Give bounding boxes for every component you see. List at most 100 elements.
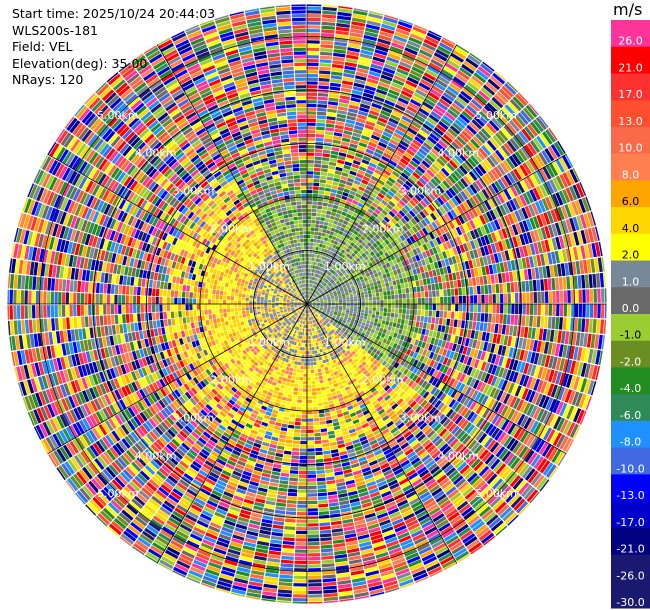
velocity-gate	[310, 287, 313, 292]
velocity-gate	[511, 224, 519, 236]
velocity-gate	[330, 211, 337, 217]
velocity-gate	[529, 174, 539, 187]
velocity-gate	[321, 33, 335, 38]
velocity-gate	[386, 272, 391, 278]
velocity-gate	[336, 163, 344, 168]
velocity-gate	[353, 249, 359, 255]
velocity-gate	[563, 304, 568, 317]
velocity-gate	[414, 194, 422, 202]
velocity-gate	[412, 171, 421, 180]
velocity-gate	[451, 157, 461, 167]
velocity-gate	[312, 246, 316, 250]
velocity-gate	[334, 216, 340, 222]
velocity-gate	[349, 296, 354, 300]
velocity-gate	[442, 318, 447, 326]
velocity-gate	[485, 304, 489, 313]
velocity-gate	[341, 291, 345, 295]
velocity-gate	[384, 128, 394, 135]
velocity-gate	[410, 69, 423, 78]
velocity-gate	[491, 284, 496, 294]
velocity-gate	[279, 570, 293, 575]
velocity-gate	[323, 298, 327, 301]
velocity-gate	[415, 231, 422, 239]
velocity-gate	[406, 293, 410, 299]
velocity-gate	[579, 260, 585, 274]
velocity-gate	[520, 146, 531, 160]
velocity-gate	[370, 214, 376, 221]
velocity-gate	[308, 553, 321, 557]
velocity-gate	[394, 308, 399, 314]
velocity-gate	[329, 158, 338, 163]
velocity-gate	[351, 233, 357, 239]
velocity-gate	[420, 145, 430, 154]
velocity-gate	[325, 472, 335, 477]
velocity-gate	[380, 296, 384, 300]
velocity-gate	[451, 141, 462, 151]
velocity-gate	[305, 321, 307, 325]
velocity-gate	[359, 289, 364, 293]
velocity-gate	[307, 171, 314, 175]
velocity-gate	[321, 390, 326, 395]
velocity-gate	[574, 289, 579, 303]
velocity-gate	[309, 343, 312, 347]
velocity-gate	[491, 96, 504, 109]
velocity-gate	[402, 155, 411, 163]
velocity-gate	[333, 292, 338, 296]
velocity-gate	[367, 208, 374, 214]
velocity-gate	[396, 68, 409, 76]
velocity-gate	[362, 266, 367, 271]
velocity-gate	[313, 361, 317, 366]
velocity-gate	[401, 115, 412, 124]
velocity-gate	[533, 242, 540, 255]
velocity-gate	[562, 317, 567, 331]
velocity-gate	[297, 365, 301, 369]
velocity-gate	[444, 111, 456, 122]
velocity-gate	[442, 282, 447, 290]
velocity-gate	[519, 374, 526, 386]
velocity-gate	[417, 304, 421, 310]
velocity-gate	[325, 275, 330, 279]
velocity-gate	[506, 187, 515, 199]
velocity-gate	[571, 304, 575, 317]
velocity-gate	[508, 225, 515, 237]
velocity-gate	[411, 320, 416, 327]
velocity-gate	[316, 305, 320, 306]
velocity-gate	[435, 317, 439, 325]
velocity-gate	[539, 133, 550, 147]
velocity-gate	[553, 141, 565, 156]
velocity-gate	[320, 302, 324, 304]
velocity-gate	[376, 145, 386, 152]
velocity-gate	[370, 317, 375, 322]
velocity-gate	[336, 269, 340, 274]
velocity-gate	[313, 239, 317, 243]
velocity-gate	[414, 205, 422, 213]
velocity-gate	[404, 47, 418, 56]
velocity-gate	[573, 275, 578, 289]
velocity-gate	[583, 244, 590, 259]
velocity-gate	[323, 454, 332, 459]
velocity-gate	[329, 243, 334, 248]
velocity-gate	[330, 285, 334, 289]
velocity-gate	[547, 238, 554, 252]
velocity-gate	[414, 223, 422, 231]
velocity-gate	[336, 19, 351, 25]
velocity-gate	[533, 365, 541, 378]
velocity-gate	[490, 232, 498, 243]
velocity-gate	[376, 120, 387, 128]
velocity-gate	[385, 320, 390, 326]
velocity-gate	[307, 485, 317, 490]
velocity-gate	[393, 269, 398, 276]
velocity-gate	[590, 211, 597, 226]
velocity-gate	[406, 76, 419, 85]
velocity-gate	[312, 306, 316, 309]
velocity-gate	[571, 391, 580, 406]
velocity-gate	[331, 67, 344, 73]
velocity-gate	[575, 392, 583, 407]
velocity-gate	[485, 211, 493, 222]
velocity-gate	[320, 175, 327, 180]
velocity-gate	[365, 297, 369, 301]
velocity-gate	[402, 298, 407, 304]
velocity-gate	[402, 86, 414, 95]
velocity-gate	[312, 358, 317, 362]
